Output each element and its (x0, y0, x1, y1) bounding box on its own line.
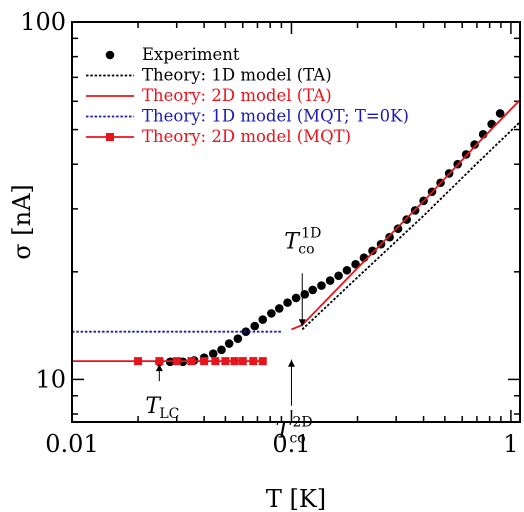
series-marker (230, 357, 239, 366)
legend-label: Theory: 2D model (MQT) (142, 127, 351, 146)
legend-item: Theory: 1D model (MQT; T=0K) (86, 107, 409, 126)
x-tick-label: 1 (503, 430, 518, 458)
data-point (385, 232, 394, 242)
legend-label: Theory: 1D model (MQT; T=0K) (142, 107, 409, 126)
annotation-arrowhead (155, 364, 163, 372)
series-marker (187, 357, 196, 366)
legend-marker (105, 50, 115, 60)
annotation-co1d-sub: co (298, 241, 314, 257)
x-tick-label: 0.1 (272, 430, 310, 458)
y-axis-label: σ [nA] (8, 184, 36, 260)
series-1 (301, 121, 521, 331)
data-point (217, 345, 226, 355)
annotation-co2d-sub: co (289, 431, 305, 447)
series-line (291, 99, 521, 331)
legend-label: Experiment (142, 45, 240, 64)
series-marker (249, 357, 258, 366)
data-point (283, 298, 292, 307)
legend-item: Experiment (105, 45, 240, 64)
data-point (368, 246, 377, 256)
series-marker (258, 357, 267, 366)
data-point (224, 339, 234, 348)
series-2 (291, 99, 521, 331)
series-0 (155, 109, 505, 367)
x-tick-label: 0.01 (45, 430, 98, 458)
data-point (233, 334, 243, 343)
data-point (342, 265, 352, 275)
data-point (351, 259, 360, 269)
y-tick-label: 10 (35, 365, 66, 393)
data-point (325, 276, 335, 285)
plot-area (72, 99, 521, 367)
tick-labels: 0.01 0.1 1 10 100 (20, 8, 518, 458)
series-marker (200, 357, 209, 366)
annotation-lc-sub: LC (159, 406, 179, 422)
series-4 (72, 357, 267, 366)
data-point (250, 321, 260, 331)
data-point (308, 285, 318, 295)
legend-label: Theory: 1D model (TA) (142, 66, 332, 85)
legend-label: Theory: 2D model (TA) (142, 86, 332, 105)
data-point (317, 281, 326, 290)
data-point (258, 315, 268, 324)
annotation-co1d-sup: 1D (301, 225, 321, 241)
data-point (267, 309, 276, 318)
series-line (301, 121, 521, 331)
data-point (470, 140, 479, 149)
data-point (334, 271, 343, 281)
data-point (495, 109, 505, 118)
legend-marker (106, 133, 114, 141)
data-point (291, 293, 301, 303)
annotation-lc: T (145, 394, 162, 419)
legend-item: Theory: 2D model (MQT) (86, 127, 351, 146)
series-marker (221, 357, 230, 366)
series-marker (155, 357, 164, 366)
annotation-arrowhead (287, 359, 295, 367)
series-marker (238, 357, 247, 366)
annotation-arrowhead (298, 319, 306, 327)
series-marker (211, 357, 220, 366)
data-point (208, 349, 218, 359)
annotation-co1d: T (284, 229, 301, 254)
plot-frame (71, 21, 521, 423)
x-axis-label: T [K] (266, 485, 326, 512)
series-marker (134, 357, 143, 366)
legend-item: Theory: 1D model (TA) (86, 66, 332, 85)
annotation-co2d: T (275, 419, 292, 444)
y-tick-label: 100 (20, 8, 66, 36)
legend-item: Theory: 2D model (TA) (86, 86, 332, 105)
series-marker (172, 357, 181, 366)
data-point (274, 304, 284, 313)
data-point (393, 224, 403, 234)
annotation-co2d-sup: 2D (292, 415, 312, 431)
